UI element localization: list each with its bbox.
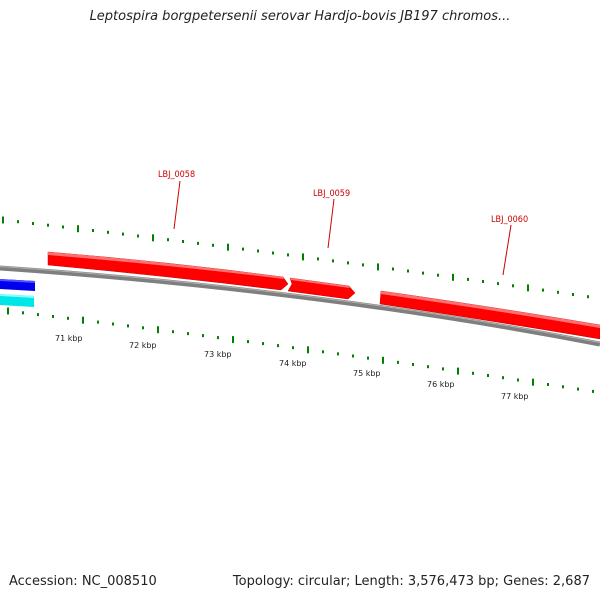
gene-lbj-0059-highlight bbox=[290, 278, 350, 288]
gene-label-lbj-0058: LBJ_0058 bbox=[158, 170, 195, 180]
outer-tick-ring bbox=[2, 216, 589, 299]
topology-summary: Topology: circular; Length: 3,576,473 bp… bbox=[232, 574, 590, 589]
reverse-gene-1-highlight bbox=[0, 279, 35, 283]
genome-backbone-highlight bbox=[0, 266, 600, 343]
gene-lbj-0060-highlight bbox=[381, 291, 600, 328]
scale-label-77-kbp: 77 kbp bbox=[501, 392, 529, 401]
gene-label-leader-lbj-0058 bbox=[173, 180, 181, 230]
reverse-gene-2-highlight bbox=[0, 294, 34, 298]
scale-label-73-kbp: 73 kbp bbox=[204, 350, 232, 359]
accession-text: Accession: NC_008510 bbox=[9, 574, 157, 589]
scale-label-74-kbp: 74 kbp bbox=[279, 359, 307, 368]
scale-label-71-kbp: 71 kbp bbox=[55, 334, 83, 343]
scale-label-72-kbp: 72 kbp bbox=[129, 341, 157, 350]
gene-label-lbj-0059: LBJ_0059 bbox=[313, 189, 350, 199]
inner-tick-ring bbox=[7, 307, 594, 393]
gene-label-leader-lbj-0060 bbox=[502, 224, 512, 276]
scale-label-75-kbp: 75 kbp bbox=[353, 369, 381, 378]
map-title: Leptospira borgpetersenii serovar Hardjo… bbox=[89, 9, 511, 24]
scale-label-76-kbp: 76 kbp bbox=[427, 380, 455, 389]
genome-backbone bbox=[0, 265, 600, 347]
gene-label-leader-lbj-0059 bbox=[327, 198, 335, 249]
gene-label-lbj-0060: LBJ_0060 bbox=[491, 215, 528, 225]
gene-lbj-0058-highlight bbox=[48, 252, 284, 279]
